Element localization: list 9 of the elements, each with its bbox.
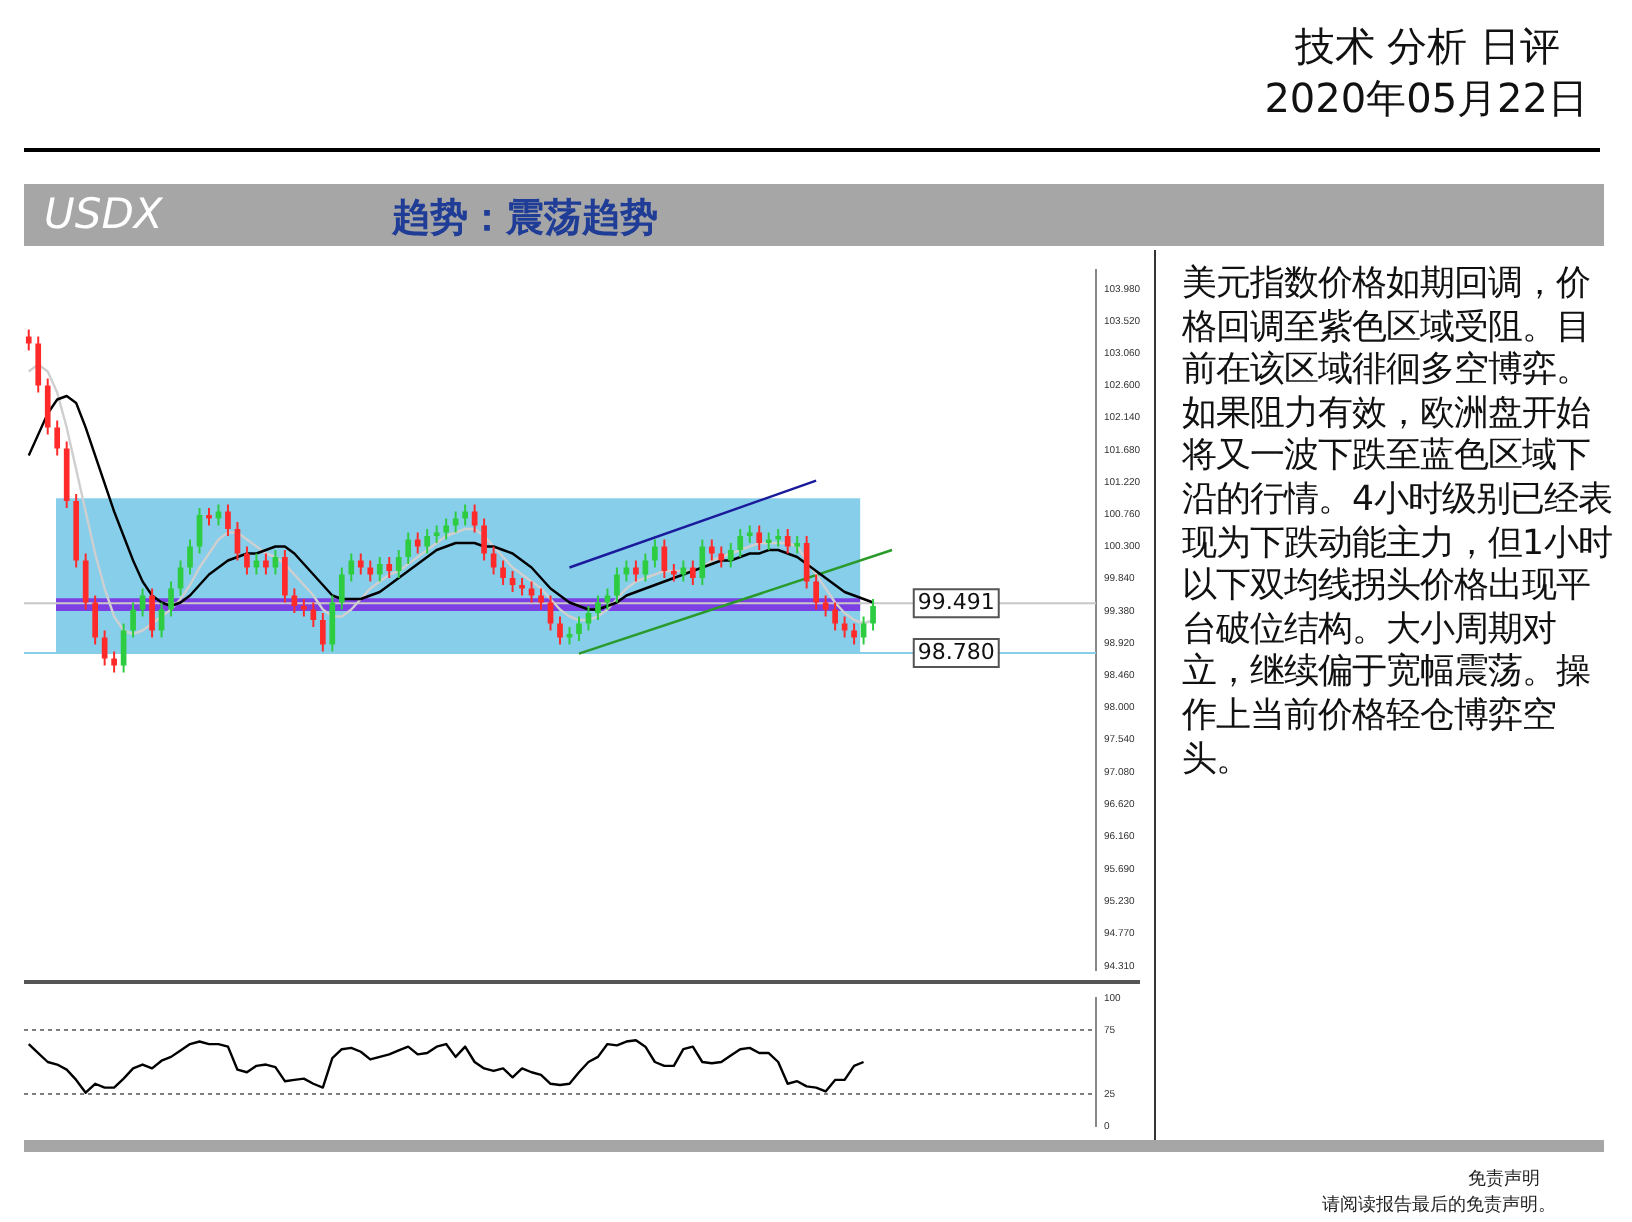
chart-subtitle: 趋势：震荡趋势 — [392, 194, 658, 244]
ref-line-label: 99.491 — [917, 588, 995, 615]
ref-line-label: 98.780 — [917, 638, 995, 665]
text: 请阅读报告最后的免责声明。 — [1322, 1193, 1556, 1218]
text: 2020年05月22日 — [1264, 72, 1588, 126]
text: 技术 分析 日评 — [1294, 20, 1560, 74]
chart-title: USDX — [44, 190, 163, 238]
text: 免责声明 — [1468, 1167, 1540, 1192]
text: 美元指数价格如期回调，价格回调至紫色区域受阻。目前在该区域徘徊多空博弈。如果阻力有效，欧洲盘开始将又一波下跌至蓝色区域下沿的行情。4小时级别已经表现为下跌动能主力，但1小时以下双均线拐头价格出现平台破位结构。大小周期对立，继续偏于宽幅震荡。操作上当前价格轻仓博弈空头。 — [1182, 264, 1612, 780]
